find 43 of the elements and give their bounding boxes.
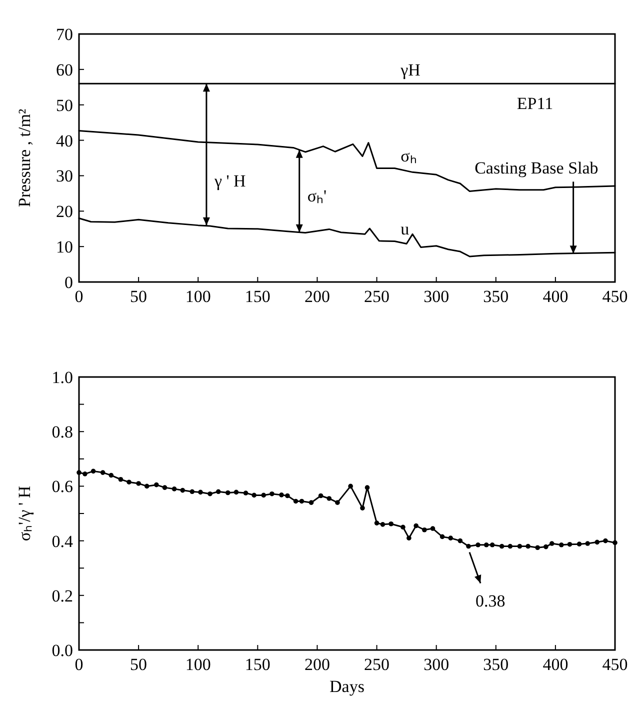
series-label: u [400, 219, 410, 238]
x-tick-label: 250 [364, 655, 390, 674]
x-tick-label: 300 [424, 655, 450, 674]
y-tick-label: 0.4 [52, 532, 74, 551]
x-tick-label: 450 [602, 287, 628, 306]
x-tick-label: 150 [244, 287, 270, 306]
y-tick-label: 20 [56, 202, 73, 222]
y-tick-label: 50 [56, 96, 73, 115]
annotation: 0.38 [475, 591, 506, 610]
x-tick-label: 100 [185, 287, 211, 306]
x-tick-label: 400 [542, 655, 568, 674]
y-tick-label: 0.0 [52, 641, 73, 660]
y-tick-label: 40 [56, 131, 73, 150]
x-tick-label: 100 [185, 655, 211, 674]
annotation: Casting Base Slab [474, 158, 598, 178]
y-tick-label: 30 [56, 166, 73, 186]
y-tick-label: 0.8 [52, 422, 73, 442]
x-axis-title: Days [330, 677, 364, 696]
x-tick-label: 200 [304, 287, 330, 306]
x-tick-label: 250 [364, 287, 390, 306]
x-tick-label: 400 [542, 287, 568, 306]
y-tick-label: 60 [56, 60, 73, 80]
y-tick-label: 0.6 [52, 477, 73, 496]
annotation: σₕ' [307, 186, 327, 206]
y-tick-label: 0 [64, 273, 73, 292]
y-tick-label: 1.0 [52, 368, 73, 387]
y-tick-label: 0.2 [52, 586, 73, 606]
x-tick-label: 300 [424, 287, 450, 306]
y-axis-title: σₕ'/γ ' H [15, 486, 34, 542]
y-tick-label: 10 [56, 238, 73, 257]
x-tick-label: 450 [602, 655, 628, 674]
x-tick-label: 200 [304, 655, 330, 674]
annotation: γ ' H [213, 171, 246, 190]
series-label: σₕ [400, 146, 417, 166]
series-label: γH [400, 60, 420, 80]
x-tick-label: 350 [483, 287, 509, 306]
y-axis-title: Pressure , t/m² [15, 108, 34, 208]
x-tick-label: 50 [130, 655, 148, 674]
x-tick-label: 150 [244, 655, 270, 674]
x-tick-label: 350 [483, 655, 509, 674]
x-tick-label: 50 [130, 287, 148, 306]
y-tick-label: 70 [56, 25, 73, 44]
annotation: EP11 [516, 94, 554, 113]
